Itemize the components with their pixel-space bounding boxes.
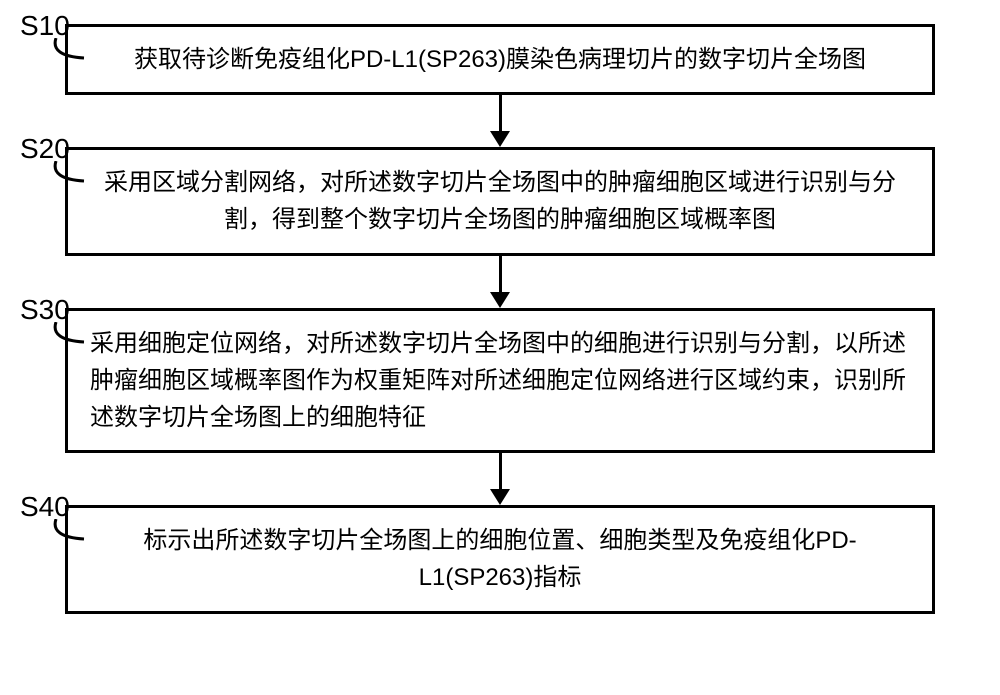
label-tail-s20 (44, 161, 104, 189)
step-text-s10: 获取待诊断免疫组化PD-L1(SP263)膜染色病理切片的数字切片全场图 (134, 46, 866, 73)
label-tail-s30 (44, 322, 104, 350)
arrow-s20-s30 (490, 256, 510, 308)
arrow-s10-s20 (490, 95, 510, 147)
step-s20-wrap: S20 采用区域分割网络，对所述数字切片全场图中的肿瘤细胞区域进行识别与分割，得… (40, 147, 960, 255)
step-box-s20: 采用区域分割网络，对所述数字切片全场图中的肿瘤细胞区域进行识别与分割，得到整个数… (65, 147, 935, 255)
arrow-s30-s40 (490, 453, 510, 505)
step-box-s10: 获取待诊断免疫组化PD-L1(SP263)膜染色病理切片的数字切片全场图 (65, 24, 935, 95)
step-text-s40: 标示出所述数字切片全场图上的细胞位置、细胞类型及免疫组化PD-L1(SP263)… (143, 527, 856, 591)
step-s40-wrap: S40 标示出所述数字切片全场图上的细胞位置、细胞类型及免疫组化PD-L1(SP… (40, 505, 960, 613)
label-tail-s40 (44, 519, 104, 547)
label-tail-s10 (44, 38, 104, 66)
step-box-s30: 采用细胞定位网络，对所述数字切片全场图中的细胞进行识别与分割，以所述肿瘤细胞区域… (65, 308, 935, 454)
step-box-s40: 标示出所述数字切片全场图上的细胞位置、细胞类型及免疫组化PD-L1(SP263)… (65, 505, 935, 613)
flowchart: S10 获取待诊断免疫组化PD-L1(SP263)膜染色病理切片的数字切片全场图… (40, 24, 960, 614)
step-s30-wrap: S30 采用细胞定位网络，对所述数字切片全场图中的细胞进行识别与分割，以所述肿瘤… (40, 308, 960, 454)
step-s10-wrap: S10 获取待诊断免疫组化PD-L1(SP263)膜染色病理切片的数字切片全场图 (40, 24, 960, 95)
step-text-s20: 采用区域分割网络，对所述数字切片全场图中的肿瘤细胞区域进行识别与分割，得到整个数… (104, 169, 896, 233)
step-text-s30: 采用细胞定位网络，对所述数字切片全场图中的细胞进行识别与分割，以所述肿瘤细胞区域… (90, 330, 906, 431)
